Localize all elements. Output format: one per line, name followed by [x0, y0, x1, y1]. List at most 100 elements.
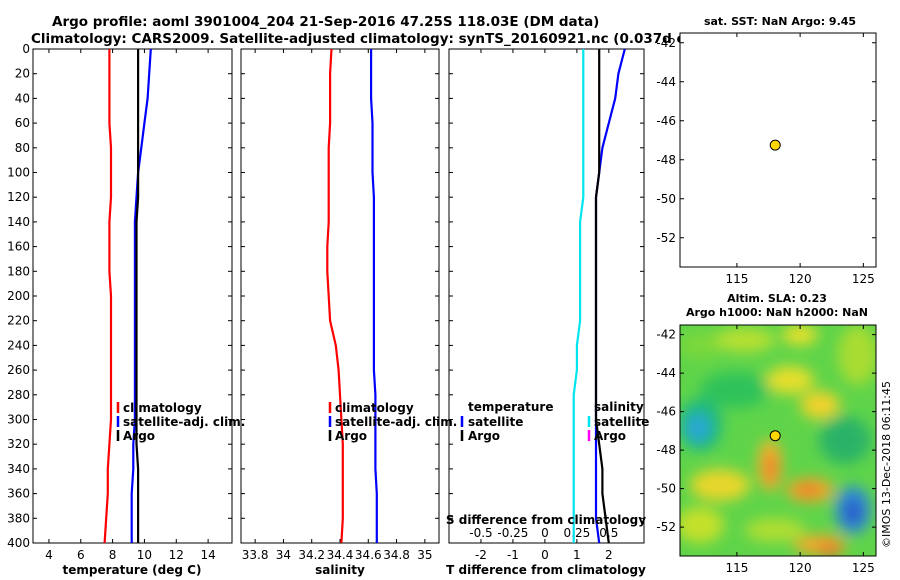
x-tick-label: 8 [109, 548, 117, 562]
depth-tick-label: 80 [15, 141, 30, 155]
depth-tick-label: 120 [7, 190, 30, 204]
sst-map-points [769, 139, 781, 151]
depth-tick-label: 340 [7, 462, 30, 476]
figure-title-line2: Climatology: CARS2009. Satellite-adjuste… [31, 31, 733, 47]
legend-label-satellite: satellite-adj. clim. [335, 415, 457, 429]
sla-heatmap [680, 325, 876, 556]
depth-tick-label: 220 [7, 314, 30, 328]
difference-panel: -2 -1 0 1 2 -0.5 -0.25 0 0.25 0.5 T difference fr… [446, 48, 649, 577]
sla-map-subtitle: Argo h1000: NaN h2000: NaN [686, 306, 868, 319]
map-x-tick-label: 125 [852, 272, 875, 286]
difference-series [572, 48, 626, 544]
sla-map-panel: Altim. SLA: 0.23 Argo h1000: NaN h2000: … [656, 292, 877, 575]
x-top-tick-label: 0.5 [599, 526, 618, 540]
sla-map-title: Altim. SLA: 0.23 [727, 292, 827, 305]
salinity-panel: 33.8 34 34.2 34.4 34.6 34.8 35 salinity climat… [240, 48, 457, 577]
legend-label-sal-argo: Argo [594, 429, 626, 443]
x-tick-label: 6 [77, 548, 85, 562]
x-top-tick-label: -0.25 [497, 526, 528, 540]
legend-label-satellite: satellite-adj. clim. [123, 415, 245, 429]
map-x-tick-label: 120 [789, 272, 812, 286]
legend-label-climatology: climatology [335, 401, 414, 415]
depth-tick-label: 280 [7, 388, 30, 402]
x-tick-label: 33.8 [242, 548, 269, 562]
legend-title-salinity: salinity [594, 400, 644, 414]
legend-label-sal-satellite: satellite [594, 415, 649, 429]
map-x-tick-label: 115 [725, 272, 748, 286]
map-y-tick-label: -44 [656, 366, 676, 380]
map-y-tick-label: -52 [656, 520, 676, 534]
map-y-tick-label: -50 [656, 482, 676, 496]
series-line-temperature-argo [594, 49, 610, 544]
legend-label-climatology: climatology [123, 401, 202, 415]
series-line-climatology [103, 49, 113, 544]
legend-label-argo: Argo [335, 429, 367, 443]
depth-tick-label: 300 [7, 413, 30, 427]
x-tick-label: 34.2 [298, 548, 325, 562]
x-tick-label: 12 [169, 548, 184, 562]
x-tick-label: -2 [475, 548, 487, 562]
x-tick-label: 4 [45, 548, 53, 562]
difference-plot-frame [448, 48, 645, 544]
map-x-tick-label: 120 [789, 561, 812, 575]
map-y-tick-label: -48 [656, 443, 676, 457]
x-tick-label: -1 [507, 548, 519, 562]
map-y-tick-label: -46 [656, 405, 676, 419]
legend-label-temp-argo: Argo [468, 429, 500, 443]
salinity-plot-frame [240, 48, 440, 544]
difference-x-axis: -2 -1 0 1 2 -0.5 -0.25 0 0.25 0.5 [469, 49, 618, 562]
legend-label-temp-satellite: satellite [468, 415, 523, 429]
depth-tick-label: 0 [22, 42, 30, 56]
map-y-tick-label: -46 [656, 114, 676, 128]
x-tick-label: 1 [573, 548, 581, 562]
sst-map-axes: 115 120 125 -42 -44 -46 -48 -50 -52 [656, 33, 876, 286]
temperature-xlabel: temperature (deg C) [63, 563, 202, 577]
sst-map-panel: sat. SST: NaN Argo: 9.45 115 120 125 -42 -44… [656, 15, 877, 286]
map-y-tick-label: -44 [656, 75, 676, 89]
series-line-temperature-satellite [594, 48, 626, 544]
sla-map-points [769, 430, 781, 442]
depth-axis: 0 20 40 60 80 100 120 140 160 180 200 220 240 260 280 3… [7, 42, 644, 550]
temperature-series [103, 48, 152, 544]
x-tick-label: 34 [276, 548, 291, 562]
depth-tick-label: 200 [7, 289, 30, 303]
sst-map-title: sat. SST: NaN Argo: 9.45 [704, 15, 856, 28]
map-y-tick-label: -48 [656, 153, 676, 167]
salinity-series [326, 48, 378, 544]
series-line-argo [135, 49, 140, 543]
x-tick-label: 34.8 [383, 548, 410, 562]
series-line-climatology [326, 48, 344, 544]
temperature-panel: 0204060801001201401601802002202402602803… [7, 42, 644, 577]
map-y-tick-label: -52 [656, 231, 676, 245]
watermark: ©IMOS 13-Dec-2018 06:11:45 [880, 381, 893, 548]
argo-location-marker [769, 139, 781, 151]
temperature-legend: climatology satellite-adj. clim. Argo [116, 401, 245, 443]
difference-legend: temperature satellite Argo salinity sate… [460, 400, 649, 443]
x-top-tick-label: 0.25 [564, 526, 591, 540]
depth-tick-label: 400 [7, 536, 30, 550]
sst-map-frame [679, 32, 877, 268]
series-line-satellite-adj-clim- [370, 49, 378, 543]
depth-tick-label: 320 [7, 437, 30, 451]
temperature-x-axis: 4 6 8 10 12 14 [45, 49, 216, 562]
x-tick-label: 35 [417, 548, 432, 562]
map-x-tick-label: 125 [852, 561, 875, 575]
map-y-tick-label: -50 [656, 192, 676, 206]
depth-tick-label: 240 [7, 338, 30, 352]
series-line-salinity-satellite [572, 49, 585, 543]
map-x-tick-label: 115 [725, 561, 748, 575]
depth-tick-label: 20 [15, 67, 30, 81]
sla-map-axes: 115 120 125 -42 -44 -46 -48 -50 -52 [656, 325, 876, 575]
difference-xlabel-top: S difference from climatology [446, 513, 646, 527]
map-y-tick-label: -42 [656, 36, 676, 50]
x-tick-label: 14 [200, 548, 215, 562]
x-tick-label: 34.4 [327, 548, 354, 562]
depth-tick-label: 380 [7, 511, 30, 525]
argo-location-marker [769, 430, 781, 442]
salinity-legend: climatology satellite-adj. clim. Argo [328, 401, 457, 443]
depth-tick-label: 360 [7, 487, 30, 501]
difference-xlabel: T difference from climatology [446, 563, 646, 577]
sla-map-frame [679, 324, 877, 557]
depth-tick-label: 180 [7, 264, 30, 278]
